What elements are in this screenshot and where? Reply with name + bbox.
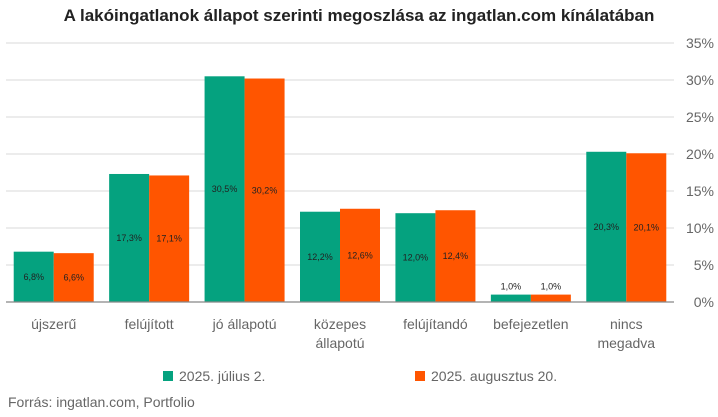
y-tick-label: 30% [686,72,714,88]
bar [340,208,380,302]
bar [109,173,150,302]
x-tick-label: állapotú [315,335,364,351]
x-tick-label: felújított [125,316,174,332]
bar [244,78,285,303]
bar [490,294,531,302]
x-tick-label: felújítandó [403,316,468,332]
x-tick-label: újszerű [31,316,76,332]
data-label: 1,0% [541,282,562,292]
data-label: 17,3% [116,233,142,243]
data-label: 12,2% [307,252,333,262]
legend-swatch-green [163,371,173,381]
y-tick-label: 15% [686,183,714,199]
y-tick-label: 35% [686,35,714,51]
data-label: 30,5% [212,184,238,194]
x-tick-label: közepes [314,316,366,332]
data-label: 17,1% [156,234,182,244]
bar [53,253,94,302]
y-tick-label: 0% [694,294,714,310]
data-label: 20,3% [594,222,620,232]
data-label: 12,0% [403,253,429,263]
legend-item-series-2: 2025. augusztus 20. [415,368,557,384]
x-tick-label: megadva [597,335,655,351]
bar [395,213,436,302]
chart-title: A lakóingatlanok állapot szerinti megosz… [63,6,655,25]
y-tick-label: 20% [686,146,714,162]
data-label: 20,1% [634,223,660,233]
data-label: 1,0% [501,282,522,292]
legend-item-series-1: 2025. július 2. [163,368,265,384]
source-note: Forrás: ingatlan.com, Portfolio [8,394,195,410]
data-label: 6,6% [63,273,84,283]
bar [530,294,571,302]
bar [626,153,667,302]
bar [435,210,476,302]
y-tick-label: 10% [686,220,714,236]
bar [204,76,245,302]
x-tick-label: befejezetlen [493,316,569,332]
y-tick-label: 25% [686,109,714,125]
y-tick-label: 5% [694,257,714,273]
data-label: 12,6% [347,250,373,260]
data-label: 30,2% [252,185,278,195]
bar [586,151,627,302]
x-tick-label: nincs [610,316,643,332]
data-label: 6,8% [23,272,44,282]
bar [300,211,340,302]
bar [13,251,54,302]
x-tick-label: jó állapotú [212,316,277,332]
legend-swatch-orange [415,371,425,381]
bar [149,175,190,302]
legend-label: 2025. július 2. [179,368,266,384]
legend-label: 2025. augusztus 20. [431,368,558,384]
data-label: 12,4% [443,251,469,261]
